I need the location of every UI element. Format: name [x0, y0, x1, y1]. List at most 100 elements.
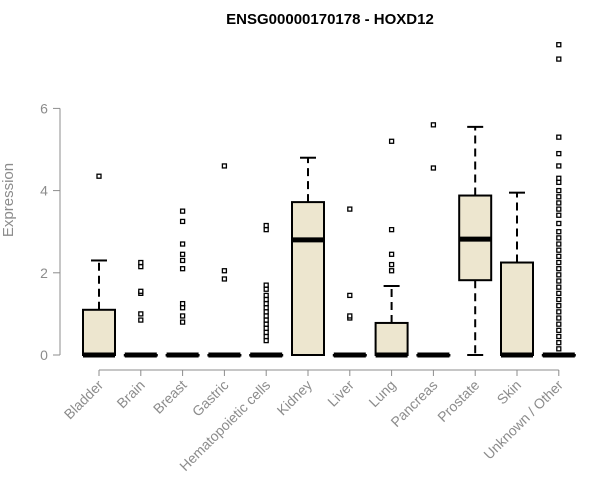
outlier-point — [556, 284, 562, 290]
outlier-point — [263, 309, 269, 315]
outlier-point — [556, 346, 562, 352]
outlier-point — [263, 317, 269, 323]
outlier-point — [556, 56, 562, 62]
box — [500, 261, 534, 356]
outlier-point — [556, 194, 562, 200]
outlier-point — [556, 235, 562, 241]
outlier-point — [556, 327, 562, 333]
outlier-point — [179, 208, 186, 214]
plot-area — [82, 42, 576, 358]
outlier-point — [263, 292, 269, 299]
x-tick-label: Kidney — [274, 377, 316, 419]
outlier-point — [179, 251, 186, 257]
box-group — [123, 259, 158, 358]
box-group — [458, 125, 493, 356]
outlier-point — [179, 305, 186, 311]
y-tick-label: 6 — [40, 100, 48, 116]
outlier-point — [556, 290, 562, 297]
x-tick-label: Breast — [150, 377, 190, 417]
outlier-point — [179, 257, 186, 264]
outlier-point — [388, 261, 395, 268]
box-group — [207, 163, 242, 358]
outlier-point — [430, 122, 437, 128]
outlier-point — [556, 272, 562, 278]
chart-title: ENSG00000170178 - HOXD12 — [226, 11, 434, 28]
outlier-point — [263, 226, 269, 233]
outlier-point — [556, 266, 562, 272]
outlier-point — [263, 286, 269, 292]
outlier-point — [556, 42, 562, 48]
outlier-point — [556, 206, 562, 212]
box-group — [500, 191, 534, 358]
outlier-point — [556, 333, 562, 340]
x-tick-label: Brain — [113, 377, 147, 411]
outlier-point — [556, 150, 562, 157]
box — [82, 308, 116, 357]
outlier-point — [263, 222, 269, 229]
outlier-point — [179, 300, 186, 307]
outlier-point — [556, 315, 562, 321]
outlier-point — [556, 321, 562, 327]
outlier-point — [347, 313, 353, 319]
outlier-point — [96, 173, 102, 179]
outlier-point — [179, 319, 186, 325]
outlier-point — [556, 212, 562, 218]
outlier-point — [221, 276, 228, 282]
outlier-point — [430, 165, 437, 171]
x-tick-label: Lung — [365, 377, 398, 410]
box-group — [541, 42, 576, 358]
outlier-point — [347, 292, 353, 299]
outlier-point — [556, 200, 562, 206]
box-group — [165, 208, 200, 358]
outlier-point — [556, 179, 562, 186]
outlier-point — [556, 278, 562, 284]
outlier-point — [556, 340, 562, 346]
y-axis: 0 2 4 6 — [40, 100, 61, 363]
box — [291, 201, 325, 356]
outlier-point — [138, 311, 144, 317]
outlier-point — [556, 241, 562, 247]
outlier-point — [556, 253, 562, 260]
x-tick-label: Liver — [324, 377, 357, 410]
outlier-point — [179, 218, 186, 225]
outlier-point — [556, 259, 562, 266]
outlier-point — [138, 263, 144, 270]
outlier-point — [556, 175, 562, 181]
outlier-point — [388, 138, 395, 144]
outlier-point — [263, 333, 269, 340]
outlier-point — [221, 268, 228, 274]
outlier-point — [179, 313, 186, 319]
outlier-point — [556, 303, 562, 309]
outlier-point — [263, 329, 269, 336]
y-tick-label: 4 — [40, 183, 48, 199]
box-group — [82, 173, 116, 358]
outlier-point — [138, 317, 144, 323]
box-group — [374, 138, 409, 358]
outlier-point — [388, 226, 395, 233]
outlier-point — [179, 241, 186, 247]
outlier-point — [263, 337, 269, 344]
outlier-point — [263, 313, 269, 319]
outlier-point — [263, 325, 269, 331]
outlier-point — [179, 266, 186, 272]
box-group — [332, 206, 367, 358]
outlier-point — [138, 288, 144, 294]
outlier-point — [556, 134, 562, 140]
y-tick-label: 2 — [40, 265, 48, 281]
x-tick-label: Skin — [494, 377, 525, 408]
outlier-point — [556, 220, 562, 227]
outlier-point — [263, 296, 269, 303]
x-tick-label: Unknown / Other — [480, 377, 566, 463]
outlier-point — [263, 305, 269, 311]
box-group — [249, 222, 284, 358]
outlier-point — [556, 163, 562, 169]
y-axis-label: Expression — [0, 163, 17, 237]
y-tick-label: 0 — [40, 347, 48, 363]
box — [374, 321, 409, 356]
outlier-point — [138, 259, 144, 266]
box-group — [416, 122, 451, 358]
outlier-point — [263, 321, 269, 327]
